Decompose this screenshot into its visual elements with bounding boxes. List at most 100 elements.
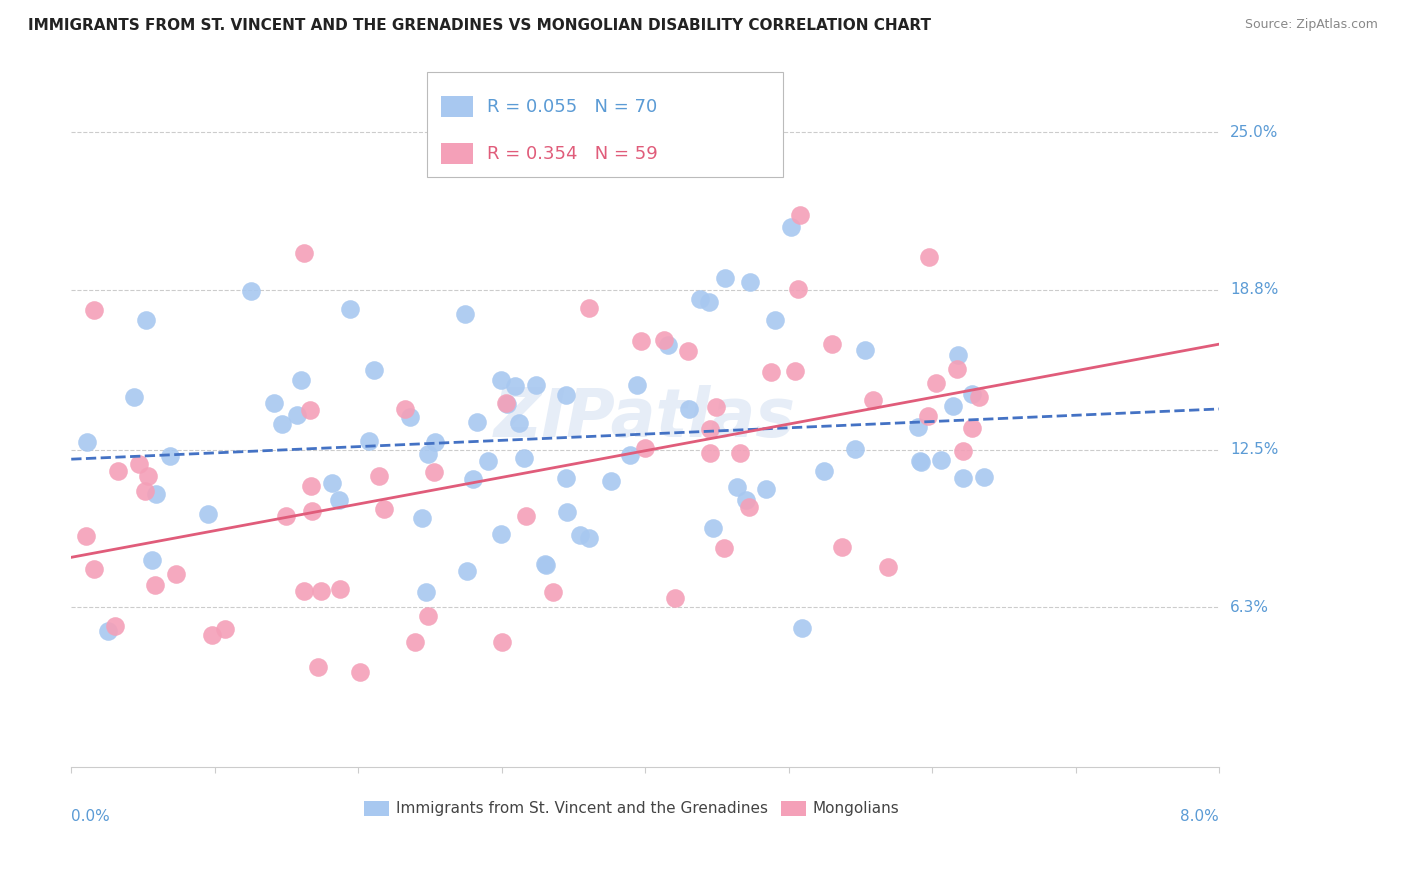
Point	[496, 397, 519, 411]
Point	[463, 472, 485, 486]
Point	[786, 282, 808, 296]
Point	[495, 396, 517, 410]
Point	[737, 500, 759, 514]
Point	[699, 422, 721, 436]
Point	[145, 487, 167, 501]
Bar	[780, 801, 806, 816]
Text: 12.5%: 12.5%	[1230, 442, 1278, 458]
Point	[301, 504, 323, 518]
Point	[907, 419, 929, 434]
Point	[918, 250, 941, 264]
Point	[789, 209, 811, 223]
Point	[329, 582, 352, 597]
Point	[425, 434, 447, 449]
Point	[790, 621, 813, 635]
Point	[404, 635, 426, 649]
Point	[678, 402, 700, 417]
Point	[704, 401, 727, 415]
Point	[689, 292, 711, 306]
Point	[136, 469, 159, 483]
Point	[962, 421, 984, 435]
Point	[489, 373, 512, 387]
Text: 6.3%: 6.3%	[1230, 599, 1270, 615]
Point	[738, 275, 761, 289]
Point	[454, 307, 477, 321]
Point	[491, 527, 513, 541]
Point	[373, 502, 395, 516]
Text: IMMIGRANTS FROM ST. VINCENT AND THE GRENADINES VS MONGOLIAN DISABILITY CORRELATI: IMMIGRANTS FROM ST. VINCENT AND THE GREN…	[28, 18, 931, 33]
Point	[844, 442, 866, 456]
Point	[759, 365, 782, 379]
Point	[821, 337, 844, 351]
Text: ZIPatlas: ZIPatlas	[494, 384, 796, 450]
Point	[349, 665, 371, 679]
Point	[713, 541, 735, 555]
Point	[555, 471, 578, 485]
Point	[159, 449, 181, 463]
Point	[124, 391, 146, 405]
Point	[135, 313, 157, 327]
Point	[524, 377, 547, 392]
Point	[513, 450, 536, 465]
Point	[309, 584, 332, 599]
Point	[307, 660, 329, 674]
Point	[678, 344, 700, 359]
Point	[634, 441, 657, 455]
Point	[240, 284, 263, 298]
Point	[214, 622, 236, 636]
Text: Mongolians: Mongolians	[813, 801, 900, 816]
Point	[657, 338, 679, 352]
Point	[104, 619, 127, 633]
Text: 0.0%: 0.0%	[72, 809, 110, 824]
Point	[619, 448, 641, 462]
Point	[359, 434, 381, 449]
Point	[862, 392, 884, 407]
Point	[630, 334, 652, 349]
Text: R = 0.354   N = 59: R = 0.354 N = 59	[486, 145, 658, 162]
Point	[107, 464, 129, 478]
Point	[554, 388, 576, 402]
Text: 18.8%: 18.8%	[1230, 282, 1278, 297]
Point	[328, 492, 350, 507]
Point	[600, 475, 623, 489]
Point	[780, 219, 803, 234]
Text: 25.0%: 25.0%	[1230, 125, 1278, 139]
Point	[75, 528, 97, 542]
Point	[831, 540, 853, 554]
Point	[465, 416, 488, 430]
Point	[533, 557, 555, 571]
Point	[423, 465, 446, 479]
Point	[165, 567, 187, 582]
Point	[83, 562, 105, 576]
Point	[910, 453, 932, 467]
Point	[299, 403, 322, 417]
Point	[952, 444, 974, 458]
Point	[702, 521, 724, 535]
Point	[292, 583, 315, 598]
Point	[197, 507, 219, 521]
Point	[541, 585, 564, 599]
Point	[877, 560, 900, 574]
Point	[270, 417, 292, 431]
Point	[398, 409, 420, 424]
Point	[503, 379, 526, 393]
Point	[411, 510, 433, 524]
Point	[367, 469, 389, 483]
Point	[946, 362, 969, 376]
Text: Immigrants from St. Vincent and the Grenadines: Immigrants from St. Vincent and the Gren…	[396, 801, 768, 816]
Point	[664, 591, 686, 606]
Point	[626, 377, 648, 392]
Point	[83, 303, 105, 318]
Point	[725, 480, 748, 494]
Point	[415, 584, 437, 599]
FancyBboxPatch shape	[427, 72, 783, 177]
Text: 8.0%: 8.0%	[1180, 809, 1219, 824]
Bar	[441, 144, 472, 164]
Text: Source: ZipAtlas.com: Source: ZipAtlas.com	[1244, 18, 1378, 31]
Point	[263, 396, 285, 410]
Point	[555, 505, 578, 519]
Point	[285, 408, 308, 422]
Point	[477, 454, 499, 468]
Point	[917, 409, 939, 423]
Point	[652, 333, 675, 347]
